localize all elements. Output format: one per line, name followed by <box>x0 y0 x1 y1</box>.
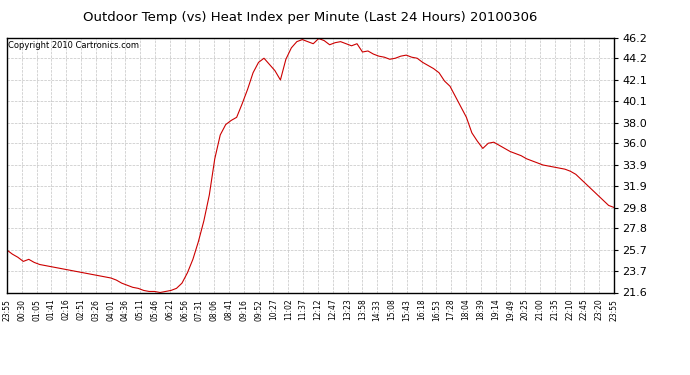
Text: Outdoor Temp (vs) Heat Index per Minute (Last 24 Hours) 20100306: Outdoor Temp (vs) Heat Index per Minute … <box>83 11 538 24</box>
Text: Copyright 2010 Cartronics.com: Copyright 2010 Cartronics.com <box>8 41 139 50</box>
